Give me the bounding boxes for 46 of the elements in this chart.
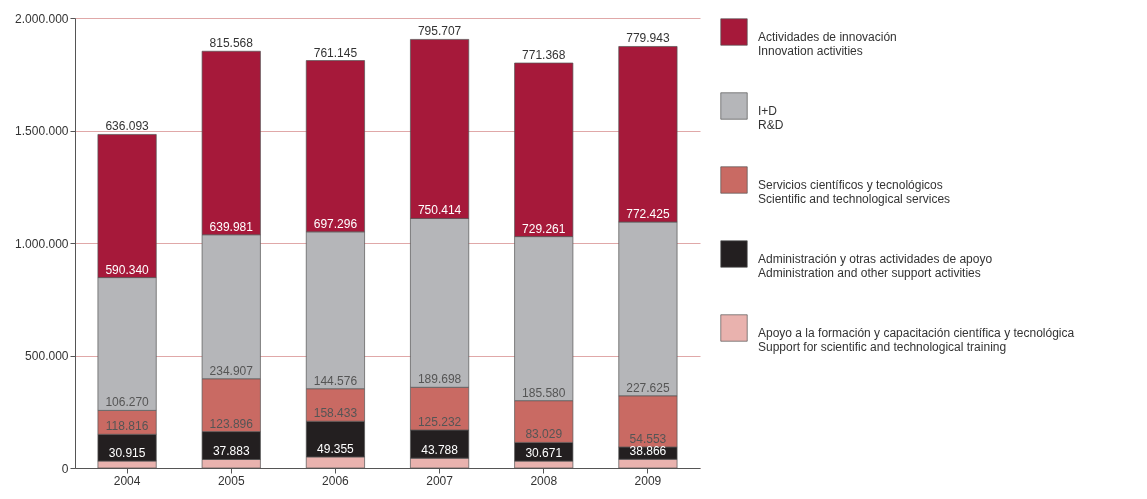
- data-label: 189.698: [417, 372, 462, 387]
- y-tick-label: 500.000: [25, 349, 69, 363]
- data-label: 234.907: [209, 363, 254, 378]
- data-label: 30.915: [108, 446, 146, 461]
- y-tick-label: 1.000.000: [15, 236, 69, 251]
- data-label: 761.145: [313, 45, 358, 60]
- y-tick-label: 2.000.000: [15, 11, 69, 26]
- data-label: 636.093: [105, 119, 150, 134]
- legend-label: Servicios científicos y tecnológicos Scientific and technological services: [758, 178, 951, 206]
- data-label: 83.029: [525, 427, 563, 442]
- x-tick-label: 2005: [217, 473, 245, 488]
- data-label: 815.568: [209, 36, 254, 51]
- x-tick-label: 2009: [634, 473, 662, 488]
- data-label: 227.625: [626, 380, 670, 395]
- data-label: 590.340: [105, 262, 150, 277]
- legend-label: Administración y otras actividades de apoyo Administration and other support activities: [758, 252, 993, 280]
- legend-label: Apoyo a la formación y capacitación científica y tecnológica Support for scientific and technological training: [758, 326, 1075, 354]
- x-tick-label: 2007: [426, 473, 454, 488]
- data-label: 729.261: [522, 221, 566, 236]
- data-label: 118.816: [105, 419, 149, 434]
- data-label: 795.707: [417, 24, 462, 39]
- data-label: 123.896: [209, 416, 254, 431]
- y-tick-label: 1.500.000: [15, 124, 69, 138]
- data-label: 49.355: [317, 441, 355, 456]
- data-label: 697.296: [313, 216, 358, 231]
- data-label: 125.232: [417, 414, 462, 429]
- data-label: 38.866: [629, 444, 667, 459]
- data-label: 30.671: [525, 446, 563, 461]
- x-tick-label: 2008: [530, 473, 558, 488]
- data-label: 772.425: [626, 206, 670, 221]
- data-label: 750.414: [417, 203, 462, 218]
- data-label: 771.368: [522, 48, 566, 63]
- x-tick-label: 2006: [322, 473, 350, 488]
- data-label: 106.270: [105, 395, 150, 410]
- x-tick-label: 2004: [113, 473, 141, 488]
- data-label: 144.576: [313, 373, 358, 388]
- data-label: 779.943: [626, 31, 670, 46]
- data-label: 43.788: [421, 443, 459, 458]
- data-label: 158.433: [313, 406, 358, 421]
- data-label: 639.981: [209, 219, 254, 234]
- data-label: 54.553: [629, 431, 667, 446]
- legend-label: I+D R&D: [758, 104, 784, 132]
- data-label: 37.883: [212, 444, 250, 459]
- y-tick-label: 0: [61, 461, 69, 476]
- legend-label: Actividades de innovación Innovation activities: [758, 30, 897, 58]
- data-label: 185.580: [522, 385, 566, 400]
